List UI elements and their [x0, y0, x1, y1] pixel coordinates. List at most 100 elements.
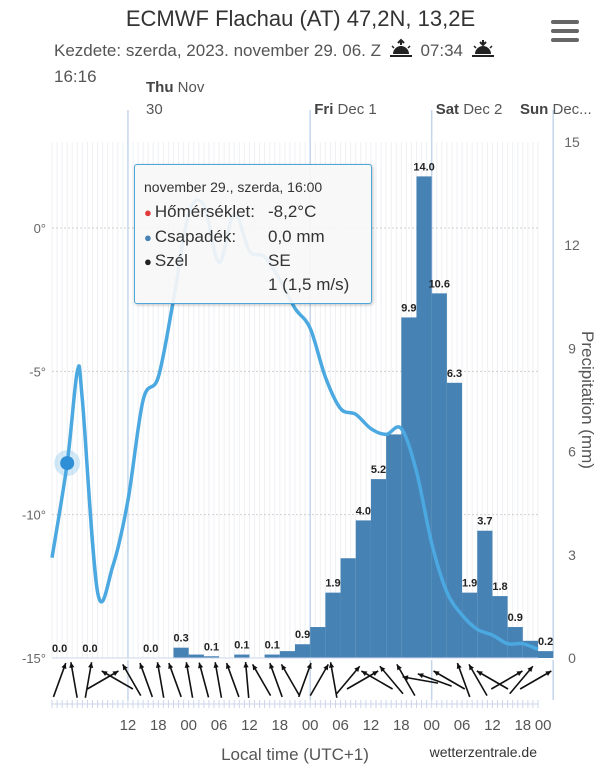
wind-arrow-head	[122, 664, 128, 671]
wind-arrow-head	[168, 663, 174, 670]
precip-bar	[538, 651, 554, 658]
wind-arrow	[139, 662, 154, 698]
wind-arrow	[52, 662, 67, 698]
wind-arrow	[468, 664, 488, 696]
x-tick-label: 12	[241, 717, 258, 734]
wind-arrow	[379, 665, 404, 695]
precip-bar	[477, 530, 493, 658]
day-label: Fri Dec 1	[314, 101, 377, 118]
wind-arrow-head	[516, 671, 523, 676]
tooltip-precip-value: 0,0 mm	[268, 227, 325, 246]
wind-arrow	[122, 664, 142, 696]
wind-arrow	[198, 662, 210, 698]
wind-arrow	[402, 676, 439, 684]
bar-label: 0.0	[143, 643, 158, 655]
bar-label: 0.9	[295, 629, 310, 641]
x-tick-label: 12	[484, 717, 501, 734]
x-tick-label: 18	[514, 717, 531, 734]
x-tick-label: 12	[363, 717, 380, 734]
precip-bar	[264, 654, 280, 658]
bar-label: 0.0	[82, 643, 97, 655]
wind-arrow	[86, 670, 119, 690]
wind-arrow-head	[354, 666, 360, 673]
precip-bar	[446, 382, 463, 658]
x-tick-label: 00	[535, 717, 552, 734]
precip-bar	[295, 644, 311, 658]
page-title: ECMWF Flachau (AT) 47,2N, 13,2E	[125, 6, 476, 31]
left-tick-label: 0°	[34, 221, 46, 236]
tooltip-date: november 29., szerda, 16:00	[144, 179, 323, 195]
wind-arrow-head	[269, 663, 275, 670]
x-tick-label: 18	[150, 717, 167, 734]
wind-arrow-head	[306, 663, 312, 670]
wind-arrow-head	[61, 663, 67, 670]
bar-label: 1.8	[492, 581, 507, 593]
wind-arrow-head	[328, 662, 335, 669]
wind-arrow	[509, 665, 534, 695]
wind-arrow	[84, 662, 93, 698]
x-tick-label: 18	[393, 717, 410, 734]
wind-arrow-head	[243, 662, 249, 668]
wind-arrow-head	[139, 663, 145, 670]
wind-arrow-head	[101, 671, 108, 676]
wind-arrow	[490, 670, 523, 690]
precip-bar	[279, 651, 295, 658]
tooltip-precip-row: ● Csapadék:	[144, 227, 236, 247]
wind-arrow	[297, 662, 312, 698]
wind-arrow-head	[361, 671, 368, 676]
tooltip-wind-row: ● Szél	[144, 251, 188, 271]
precip-bar	[370, 479, 387, 658]
x-tick-label: 00	[302, 717, 319, 734]
day-label: Sat Dec 2	[436, 101, 503, 118]
wind-arrow	[309, 664, 329, 696]
right-tick-label: 0	[568, 650, 576, 666]
left-tick-label: -5°	[29, 364, 46, 379]
bar-label: 14.0	[413, 161, 434, 173]
bar-label: 0.1	[234, 640, 249, 652]
wind-arrow	[361, 670, 394, 690]
subtitle: Kezdete: szerda, 2023. november 29. 06. …	[54, 38, 524, 90]
right-tick-label: 6	[568, 444, 576, 460]
wind-arrow-head	[225, 663, 231, 670]
wind-dot-icon: ●	[144, 254, 152, 269]
tooltip-wind-dir: SE	[268, 251, 291, 270]
precip-bar	[325, 592, 341, 658]
hamburger-menu-icon[interactable]	[551, 20, 579, 44]
wind-arrow	[346, 670, 379, 690]
bar-label: 5.2	[371, 464, 386, 476]
bar-label: 1.9	[462, 578, 477, 590]
precip-dot-icon: ●	[144, 230, 152, 245]
wind-arrow-head	[456, 663, 462, 670]
wind-arrow	[329, 662, 338, 698]
x-tick-label: 00	[423, 717, 440, 734]
wind-arrow-head	[198, 662, 204, 669]
wind-arrow-head	[252, 664, 258, 671]
day-label: Sun Dec...	[520, 101, 592, 118]
precip-bar	[431, 293, 447, 658]
wind-arrow	[185, 662, 194, 698]
x-tick-label: 06	[332, 717, 349, 734]
right-tick-label: 9	[568, 340, 576, 356]
credit-link[interactable]: wetterzentrale.de	[429, 744, 537, 760]
wind-arrow-head	[545, 671, 552, 676]
bar-label: 0.1	[204, 641, 219, 653]
bar-label: 9.9	[401, 302, 416, 314]
wind-arrow-head	[476, 671, 483, 676]
sunset-time: 16:16	[54, 67, 97, 86]
wind-arrow	[156, 662, 165, 698]
bar-label: 0.9	[508, 612, 523, 624]
precip-bar	[492, 596, 508, 658]
wind-arrow	[476, 670, 509, 690]
wind-arrow-head	[379, 666, 386, 673]
wind-arrow-head	[281, 664, 287, 671]
right-tick-label: 12	[564, 237, 580, 253]
x-tick-label: 00	[180, 717, 197, 734]
precip-bar	[188, 654, 204, 658]
x-tick-label: 06	[454, 717, 471, 734]
wind-arrow	[225, 662, 240, 698]
wind-arrow-head	[417, 673, 424, 679]
right-tick-label: 15	[564, 134, 580, 150]
wind-arrow-head	[372, 671, 379, 676]
wind-arrow-head	[469, 664, 474, 671]
